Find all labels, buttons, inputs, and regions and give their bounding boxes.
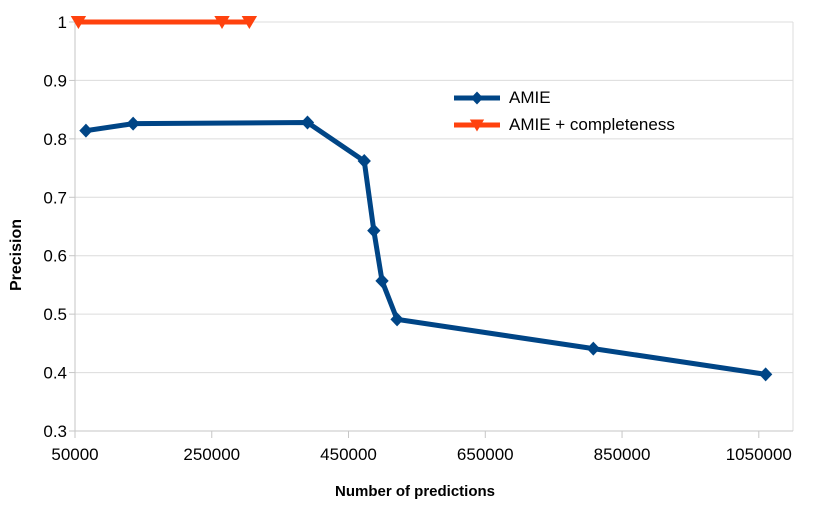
data-point-marker [70,16,87,29]
x-tick-label: 650000 [457,445,514,464]
y-tick-label: 0.9 [43,71,67,90]
data-point-marker [79,123,93,138]
x-axis-title: Number of predictions [334,483,496,500]
x-tick-label: 1050000 [726,445,792,464]
y-tick-label: 0.8 [43,130,67,149]
data-point-marker [126,116,140,131]
data-point-marker [470,91,484,104]
x-tick-label: 850000 [594,445,651,464]
x-tick-label: 250000 [183,445,240,464]
legend: AMIE AMIE + completeness [453,84,675,138]
legend-item-amie-completeness: AMIE + completeness [453,111,675,138]
y-tick-label: 0.6 [43,247,67,266]
legend-label-amie: AMIE [509,87,551,107]
data-point-marker [367,223,381,238]
y-tick-label: 1 [58,13,67,32]
data-point-marker [357,154,371,169]
legend-label-amie-completeness: AMIE + completeness [509,114,675,134]
legend-item-amie: AMIE [453,84,675,111]
data-point-marker [214,16,230,29]
amie-line-swatch-icon [454,91,500,104]
series-line-amie [85,119,767,377]
y-tick-label: 0.3 [43,422,67,441]
y-axis-title: Precision [8,218,25,292]
y-tick-label: 0.7 [43,188,67,207]
data-point-marker [758,367,773,382]
y-tick-label: 0.5 [43,305,67,324]
data-point-marker [375,273,389,288]
data-point-marker [390,312,404,327]
x-tick-label: 50000 [51,445,98,464]
y-tick-label: 0.4 [43,364,67,383]
data-point-marker [469,118,485,131]
data-point-marker [241,16,258,29]
x-tick-label: 450000 [320,445,377,464]
data-point-marker [586,341,600,356]
data-point-marker [300,115,315,130]
amie-completeness-line-swatch-icon [454,118,500,131]
